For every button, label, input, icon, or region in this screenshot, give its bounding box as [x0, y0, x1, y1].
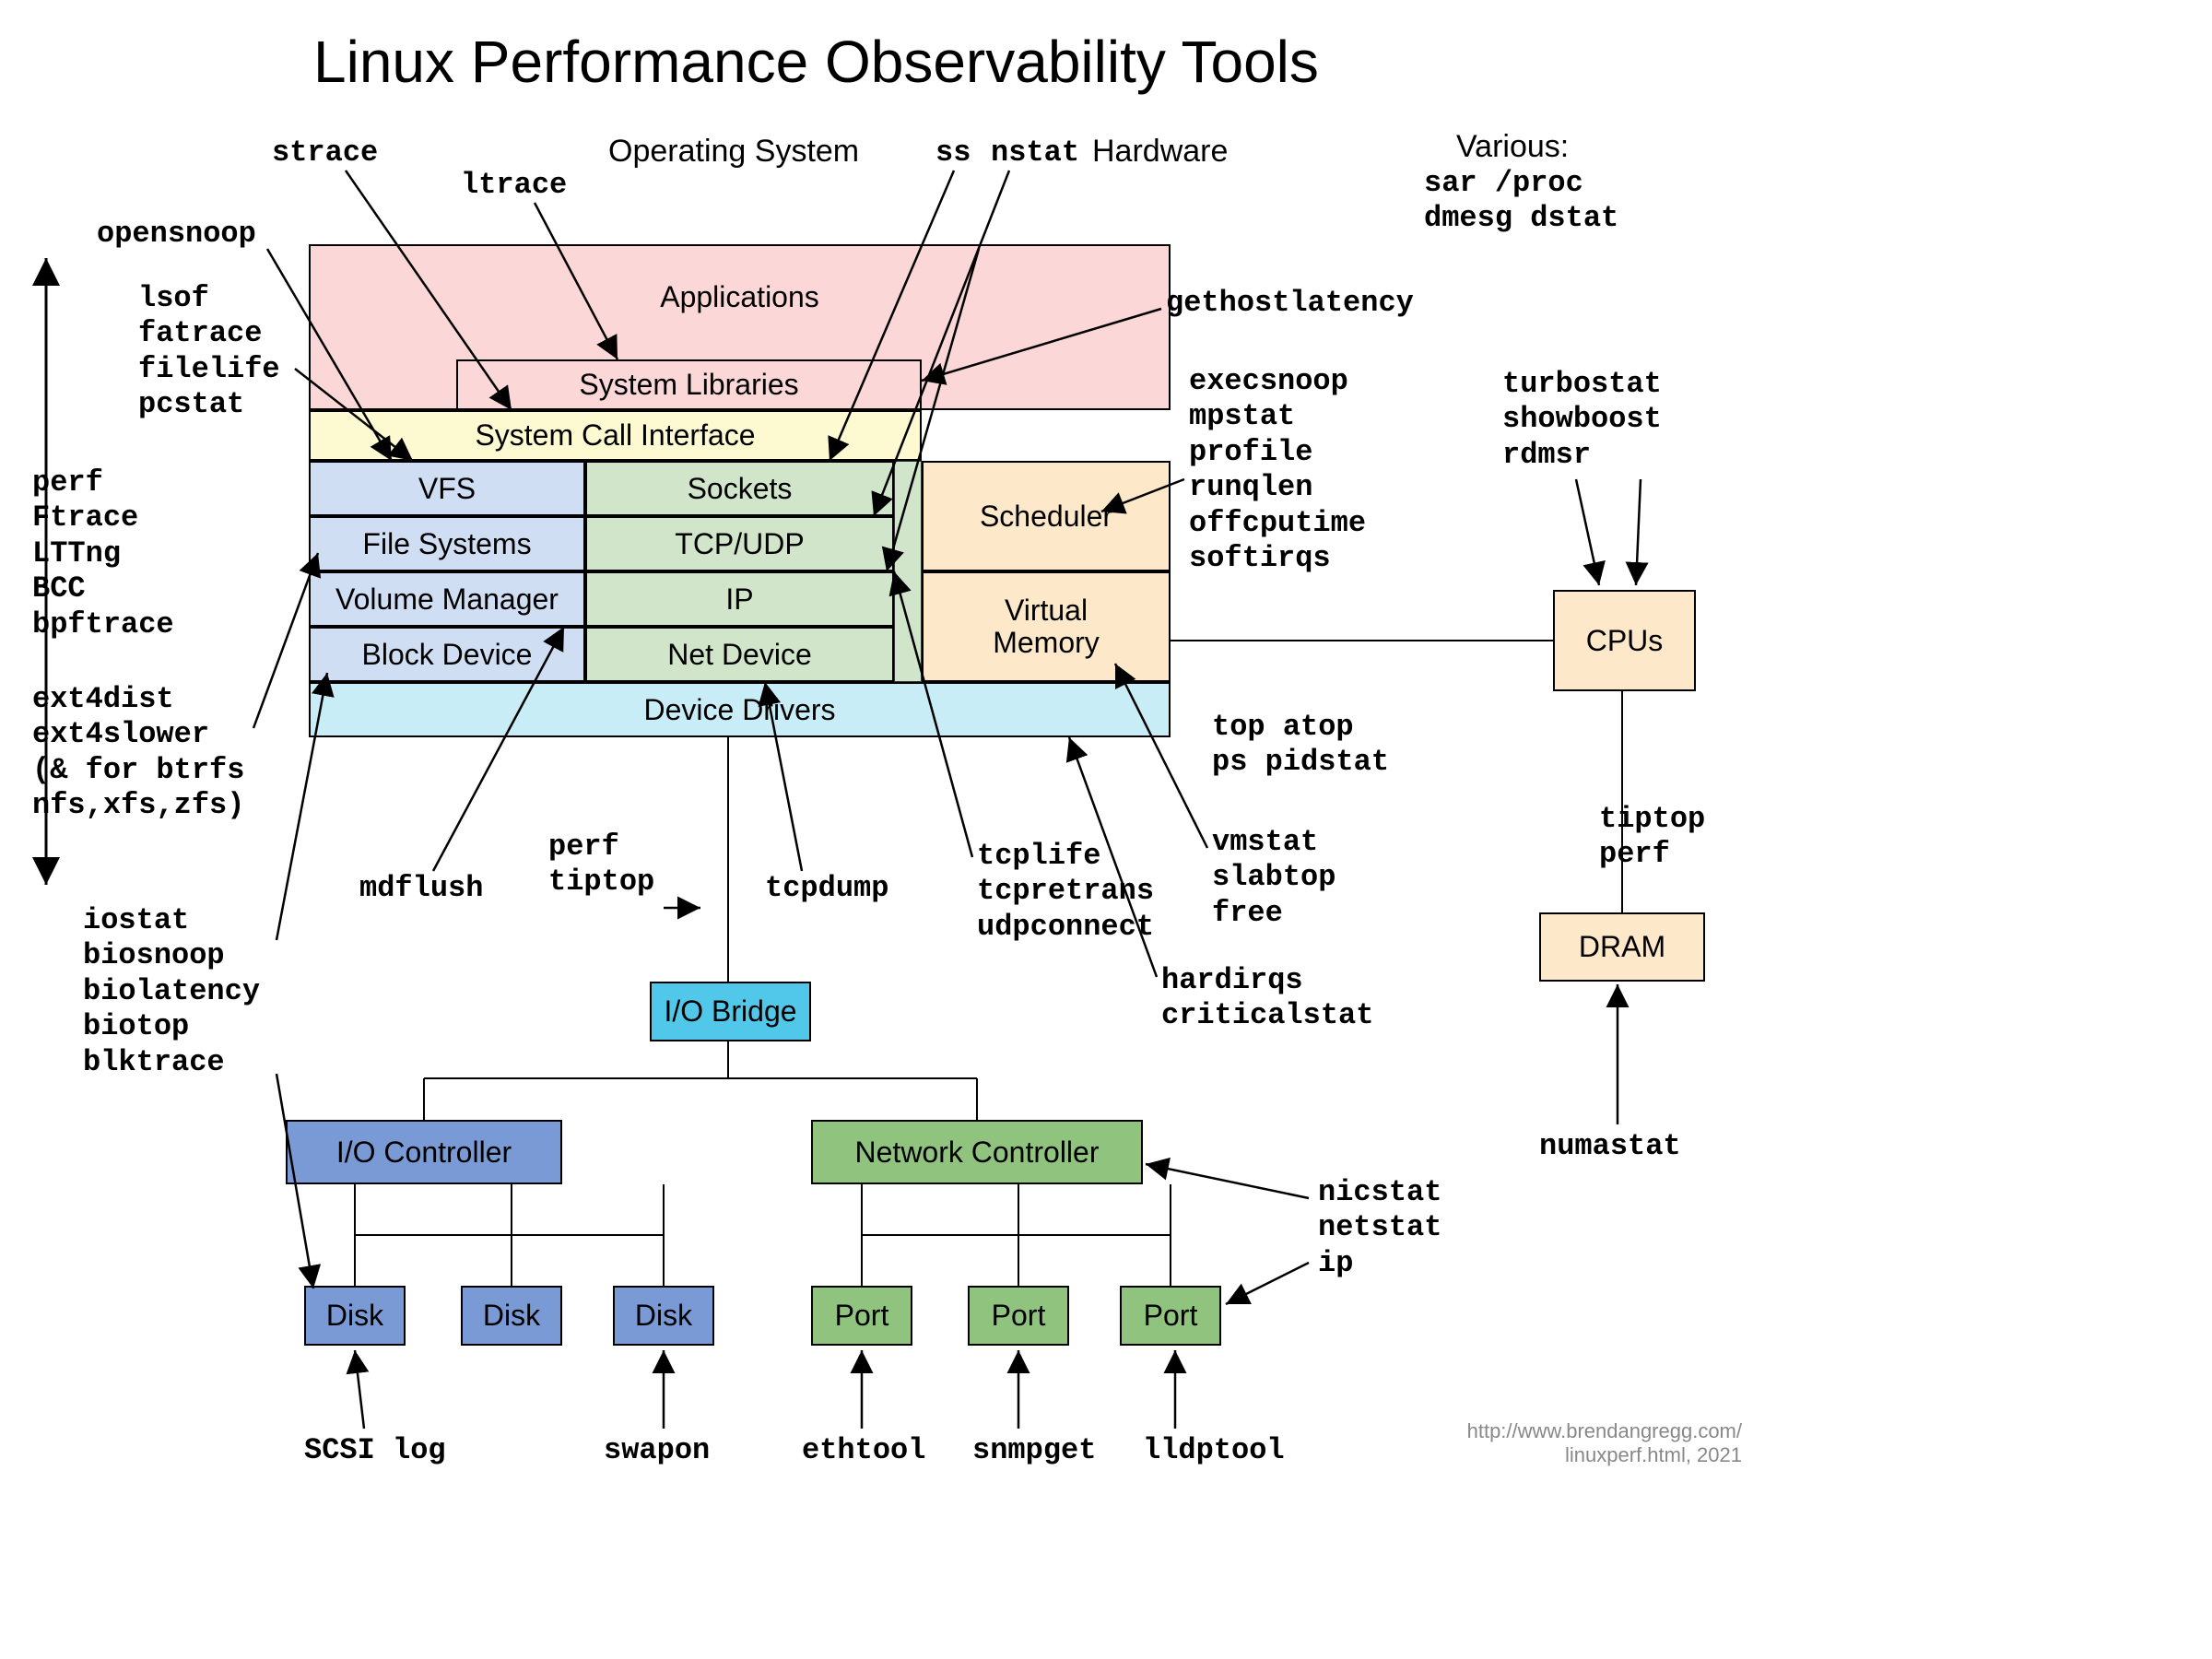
tcpdump: tcpdump [765, 871, 888, 906]
scsi-log: SCSI log [304, 1433, 446, 1468]
dram-box: DRAM [1539, 912, 1705, 982]
snmpget: snmpget [972, 1433, 1096, 1468]
filesystems-box: File Systems [309, 516, 585, 571]
iostat-group: iostat biosnoop biolatency biotop blktra… [83, 903, 260, 1080]
gethostlatency: gethostlatency [1166, 286, 1414, 321]
opensnoop: opensnoop [97, 217, 256, 252]
lldptool: lldptool [1143, 1433, 1285, 1468]
os-header: Operating System [608, 134, 859, 170]
footer-credit: http://www.brendangregg.com/ linuxperf.h… [1419, 1419, 1742, 1468]
blockdev-box: Block Device [309, 627, 585, 682]
system-libraries-box: System Libraries [456, 359, 922, 410]
iobridge-box: I/O Bridge [650, 982, 811, 1041]
netcontroller-box: Network Controller [811, 1120, 1143, 1184]
page-title: Linux Performance Observability Tools [313, 28, 1319, 96]
hardirqs-group: hardirqs criticalstat [1161, 963, 1373, 1034]
mdflush: mdflush [359, 871, 483, 906]
various-header: Various: [1456, 129, 1569, 165]
swapon: swapon [604, 1433, 710, 1468]
nstat: nstat [991, 135, 1079, 171]
ltrace: ltrace [461, 168, 567, 203]
cpus-box: CPUs [1553, 590, 1696, 691]
ip-box: IP [585, 571, 894, 627]
virtualmemory-box: Virtual Memory [922, 571, 1171, 682]
syscall-interface-box: System Call Interface [309, 410, 922, 461]
tcpudp-box: TCP/UDP [585, 516, 894, 571]
disk3-box: Disk [613, 1286, 714, 1346]
vmstat-group: vmstat slabtop free [1212, 825, 1335, 931]
port3-box: Port [1120, 1286, 1221, 1346]
ext4-group: ext4dist ext4slower (& for btrfs nfs,xfs… [32, 682, 244, 824]
top-group: top atop ps pidstat [1212, 710, 1389, 781]
port2-box: Port [968, 1286, 1069, 1346]
devdrivers-box: Device Drivers [309, 682, 1171, 737]
nicstat-group: nicstat netstat ip [1318, 1175, 1441, 1281]
thin-col-1 [894, 461, 922, 682]
execsnoop-group: execsnoop mpstat profile runqlen offcput… [1189, 364, 1366, 576]
lsof-group: lsof fatrace filelife pcstat [138, 281, 280, 423]
netdev-box: Net Device [585, 627, 894, 682]
vfs-box: VFS [309, 461, 585, 516]
disk2-box: Disk [461, 1286, 562, 1346]
port1-box: Port [811, 1286, 912, 1346]
tiptop-perf: tiptop perf [1599, 802, 1705, 873]
iocontroller-box: I/O Controller [286, 1120, 562, 1184]
perf-leftcol: perf Ftrace LTTng BCC bpftrace [32, 465, 174, 642]
turbostat-group: turbostat showboost rdmsr [1502, 367, 1662, 473]
hardware-header: Hardware [1092, 134, 1228, 170]
scheduler-box: Scheduler [922, 461, 1171, 571]
strace: strace [272, 135, 378, 171]
various-tools: sar /proc dmesg dstat [1424, 166, 1618, 237]
sockets-box: Sockets [585, 461, 894, 516]
ethtool: ethtool [802, 1433, 925, 1468]
numastat: numastat [1539, 1129, 1681, 1164]
volmgr-box: Volume Manager [309, 571, 585, 627]
tcplife-group: tcplife tcpretrans udpconnect [977, 839, 1154, 945]
perf-tiptop: perf tiptop [548, 830, 654, 900]
ss: ss [935, 135, 971, 171]
disk1-box: Disk [304, 1286, 406, 1346]
